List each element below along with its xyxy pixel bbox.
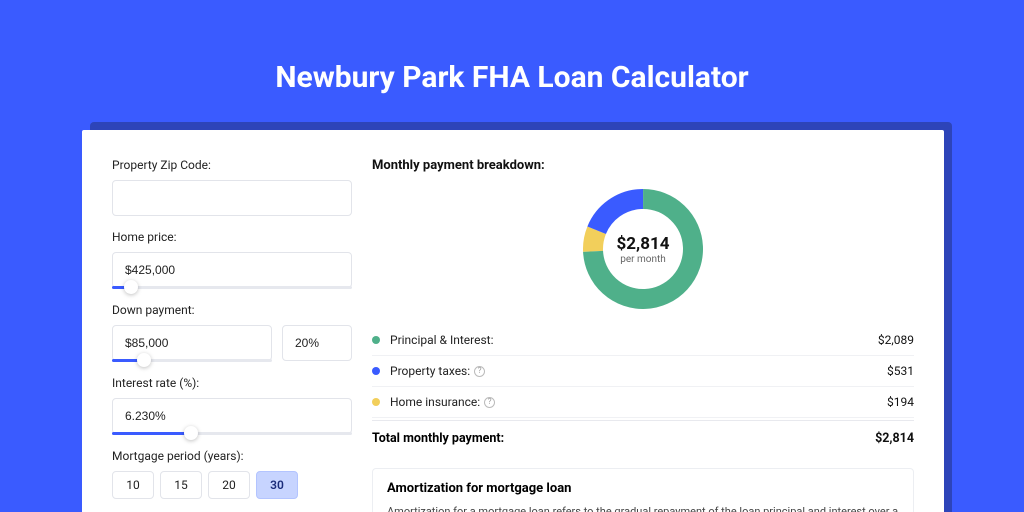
legend-dot-principal	[372, 336, 380, 344]
total-value: $2,814	[875, 431, 914, 446]
home-price-slider[interactable]	[112, 286, 352, 289]
donut-amount: $2,814	[617, 234, 670, 254]
legend-dot-insurance	[372, 398, 380, 406]
legend-row-total: Total monthly payment: $2,814	[372, 420, 914, 460]
interest-rate-label: Interest rate (%):	[112, 376, 352, 390]
interest-rate-input[interactable]	[112, 398, 352, 434]
mortgage-period-label: Mortgage period (years):	[112, 449, 352, 463]
down-payment-slider-thumb[interactable]	[137, 353, 151, 367]
page-root: Newbury Park FHA Loan Calculator Propert…	[0, 0, 1024, 512]
period-btn-10[interactable]: 10	[112, 471, 154, 499]
page-title: Newbury Park FHA Loan Calculator	[0, 0, 1024, 95]
legend-val-principal: $2,089	[878, 333, 914, 347]
amortization-card: Amortization for mortgage loan Amortizat…	[372, 468, 914, 512]
donut-container: $2,814 per month	[372, 183, 914, 325]
field-zip: Property Zip Code:	[112, 158, 352, 216]
calculator-card: Property Zip Code: Home price: Down paym…	[82, 130, 944, 512]
field-interest-rate: Interest rate (%):	[112, 376, 352, 435]
down-payment-amount-input[interactable]	[112, 325, 272, 361]
legend-label-taxes-text: Property taxes:	[390, 364, 470, 378]
form-panel: Property Zip Code: Home price: Down paym…	[112, 158, 352, 512]
info-icon[interactable]: ?	[474, 366, 485, 377]
interest-rate-slider-thumb[interactable]	[184, 426, 198, 440]
legend-row-principal: Principal & Interest: $2,089	[372, 325, 914, 356]
down-payment-slider[interactable]	[112, 359, 272, 362]
home-price-label: Home price:	[112, 230, 352, 244]
legend-row-insurance: Home insurance: ? $194	[372, 387, 914, 418]
breakdown-panel: Monthly payment breakdown: $2,814 per mo…	[372, 158, 914, 512]
field-mortgage-period: Mortgage period (years): 10 15 20 30	[112, 449, 352, 499]
donut-chart: $2,814 per month	[583, 189, 703, 309]
zip-label: Property Zip Code:	[112, 158, 352, 172]
legend-val-taxes: $531	[887, 364, 914, 378]
legend-label-principal: Principal & Interest:	[390, 333, 494, 347]
legend-val-insurance: $194	[887, 395, 914, 409]
interest-rate-slider[interactable]	[112, 432, 352, 435]
legend-row-taxes: Property taxes: ? $531	[372, 356, 914, 387]
amortization-title: Amortization for mortgage loan	[387, 481, 899, 496]
amortization-text: Amortization for a mortgage loan refers …	[387, 504, 899, 512]
field-down-payment: Down payment:	[112, 303, 352, 362]
legend-label-insurance: Home insurance: ?	[390, 395, 495, 409]
legend-label-insurance-text: Home insurance:	[390, 395, 480, 409]
info-icon[interactable]: ?	[484, 397, 495, 408]
breakdown-title: Monthly payment breakdown:	[372, 158, 914, 173]
period-btn-20[interactable]: 20	[208, 471, 250, 499]
donut-sub: per month	[620, 254, 666, 265]
home-price-slider-thumb[interactable]	[124, 280, 138, 294]
donut-center: $2,814 per month	[583, 189, 703, 309]
zip-input[interactable]	[112, 180, 352, 216]
period-btn-30[interactable]: 30	[256, 471, 298, 499]
interest-rate-slider-fill	[112, 432, 191, 435]
down-payment-pct-input[interactable]	[282, 325, 352, 361]
legend: Principal & Interest: $2,089 Property ta…	[372, 325, 914, 460]
total-label: Total monthly payment:	[372, 431, 504, 446]
field-home-price: Home price:	[112, 230, 352, 289]
legend-label-taxes: Property taxes: ?	[390, 364, 485, 378]
legend-dot-taxes	[372, 367, 380, 375]
period-btn-15[interactable]: 15	[160, 471, 202, 499]
home-price-input[interactable]	[112, 252, 352, 288]
down-payment-label: Down payment:	[112, 303, 352, 317]
mortgage-period-options: 10 15 20 30	[112, 471, 352, 499]
